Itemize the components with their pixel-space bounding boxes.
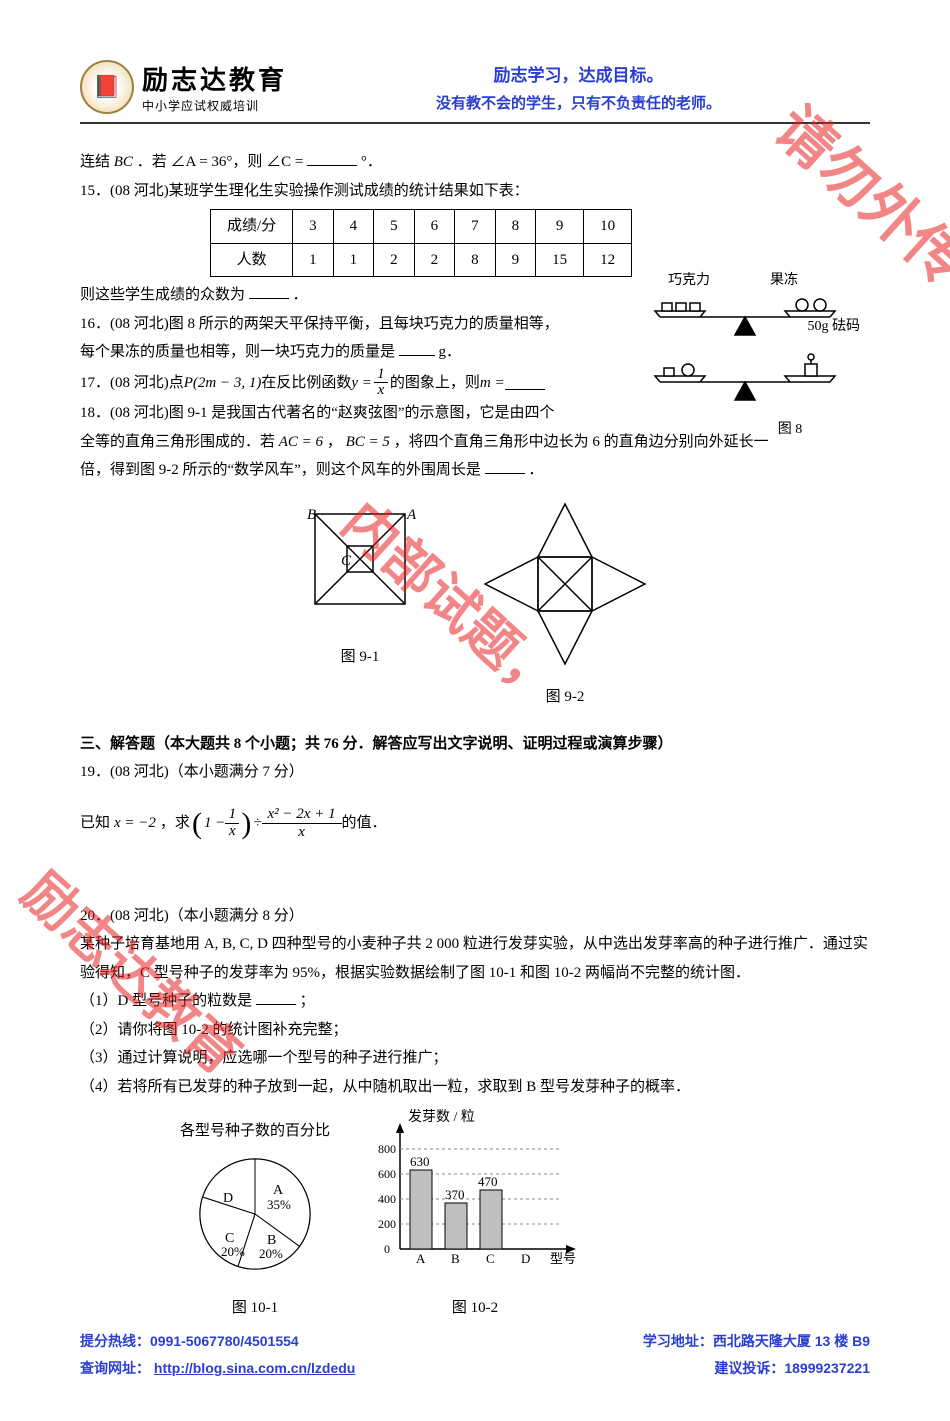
svg-text:800: 800 bbox=[378, 1142, 396, 1156]
pie-chart: A 35% B 20% C 20% D bbox=[180, 1149, 330, 1279]
svg-text:B: B bbox=[307, 507, 316, 523]
q17-blank bbox=[505, 376, 545, 390]
row2-head: 人数 bbox=[211, 243, 293, 277]
q15-label: 15．(08 河北)某班学生理化生实验操作测试成绩的统计结果如下表： bbox=[80, 177, 870, 206]
svg-text:D: D bbox=[521, 1251, 530, 1266]
q14-bc: BC bbox=[114, 154, 133, 170]
slogan-bottom: 没有教不会的学生，只有不负责任的老师。 bbox=[287, 92, 870, 113]
q20-i3: （3）通过计算说明，应选哪一个型号的种子进行推广； bbox=[80, 1044, 870, 1073]
logo-title: 励志达教育 bbox=[142, 60, 287, 97]
footer-address: 学习地址：西北路天隆大厦 13 楼 B9 bbox=[643, 1328, 870, 1355]
slogan-block: 励志学习，达成目标。 没有教不会的学生，只有不负责任的老师。 bbox=[287, 61, 870, 113]
fig9-row: B A C 图 9-1 bbox=[80, 499, 870, 712]
q19-label: 19．(08 河北)（本小题满分 7 分） bbox=[80, 758, 870, 787]
q16-blank bbox=[399, 342, 435, 356]
logo-block: 📕 励志达教育 中小学应试权威培训 bbox=[80, 60, 287, 114]
svg-text:470: 470 bbox=[478, 1174, 498, 1189]
svg-text:20%: 20% bbox=[259, 1246, 283, 1261]
charts-row: 各型号种子数的百分比 A 35% B bbox=[180, 1109, 870, 1322]
pie-title: 各型号种子数的百分比 bbox=[180, 1117, 330, 1146]
fig9-2-caption: 图 9-2 bbox=[475, 683, 655, 712]
pie-caption: 图 10-1 bbox=[180, 1294, 330, 1323]
balance-caption: 图 8 bbox=[720, 417, 860, 444]
svg-text:B: B bbox=[451, 1251, 460, 1266]
svg-text:A: A bbox=[406, 507, 417, 523]
q20-p1: 某种子培育基地用 A, B, C, D 四种型号的小麦种子共 2 000 粒进行… bbox=[80, 930, 870, 987]
bar-caption: 图 10-2 bbox=[360, 1294, 590, 1323]
q19-expr: 已知 x = −2 ，求 ( (1 − 1 − 1 x ) ÷ x² − 2x … bbox=[80, 795, 870, 852]
q14-blank bbox=[307, 152, 357, 166]
slogan-top: 励志学习，达成目标。 bbox=[287, 61, 870, 86]
bar-chart-block: 发芽数 / 粒 0 bbox=[360, 1109, 590, 1322]
fig9-1-caption: 图 9-1 bbox=[295, 643, 425, 672]
q20-label: 20．(08 河北)（本小题满分 8 分） bbox=[80, 902, 870, 931]
footer-complaint: 建议投诉：18999237221 bbox=[643, 1355, 870, 1382]
balance-left-label: 巧克力 bbox=[668, 268, 710, 295]
svg-text:A: A bbox=[416, 1251, 426, 1266]
q20-i2: （2）请你将图 10-2 的统计图补充完整； bbox=[80, 1016, 870, 1045]
q20-i1-blank bbox=[256, 991, 296, 1005]
balance-figure: 巧克力 果冻 bbox=[650, 268, 860, 444]
table-row: 成绩/分 3 4 5 6 7 8 9 10 bbox=[211, 210, 632, 244]
q14-prefix: 连结 bbox=[80, 154, 114, 170]
fig-9-1: B A C bbox=[295, 499, 425, 629]
svg-text:型号: 型号 bbox=[550, 1251, 576, 1266]
footer-url-link[interactable]: http://blog.sina.com.cn/lzdedu bbox=[154, 1360, 355, 1376]
q14-line: 连结 BC ．若 ∠A = 36°，则 ∠C = °． bbox=[80, 148, 870, 177]
q14-suffix: °． bbox=[361, 154, 382, 170]
svg-text:400: 400 bbox=[378, 1192, 396, 1206]
svg-text:C: C bbox=[486, 1251, 495, 1266]
svg-text:0: 0 bbox=[384, 1242, 390, 1256]
footer-url-label: 查询网址： bbox=[80, 1360, 150, 1376]
logo-icon: 📕 bbox=[80, 60, 134, 114]
svg-text:35%: 35% bbox=[267, 1197, 291, 1212]
svg-text:A: A bbox=[273, 1183, 284, 1198]
footer-phone: 提分热线：0991-5067780/4501554 bbox=[80, 1328, 355, 1355]
page-header: 📕 励志达教育 中小学应试权威培训 励志学习，达成目标。 没有教不会的学生，只有… bbox=[80, 60, 870, 124]
row1-head: 成绩/分 bbox=[211, 210, 293, 244]
balance-right-label: 果冻 bbox=[770, 268, 798, 295]
balance-weight: 50g 砝码 bbox=[808, 314, 861, 341]
q14-mid: ．若 ∠A = 36°，则 ∠C = bbox=[137, 154, 307, 170]
svg-text:200: 200 bbox=[378, 1217, 396, 1231]
q20-i1: （1）D 型号种子的粒数是 ； bbox=[80, 987, 870, 1016]
section-3-title: 三、解答题（本大题共 8 个小题；共 76 分．解答应写出文字说明、证明过程或演… bbox=[80, 730, 870, 759]
pie-chart-block: 各型号种子数的百分比 A 35% B bbox=[180, 1117, 330, 1323]
q15-blank bbox=[249, 285, 289, 299]
svg-text:C: C bbox=[341, 553, 352, 569]
table-row: 人数 1 1 2 2 8 9 15 12 bbox=[211, 243, 632, 277]
svg-text:600: 600 bbox=[378, 1167, 396, 1181]
page-footer: 提分热线：0991-5067780/4501554 查询网址： http://b… bbox=[80, 1328, 870, 1381]
fig-9-2 bbox=[475, 499, 655, 669]
bar-chart: 发芽数 / 粒 0 bbox=[360, 1109, 590, 1279]
logo-subtitle: 中小学应试权威培训 bbox=[142, 97, 287, 114]
svg-text:20%: 20% bbox=[221, 1244, 245, 1259]
svg-text:370: 370 bbox=[445, 1187, 465, 1202]
svg-text:630: 630 bbox=[410, 1154, 430, 1169]
q18-blank bbox=[485, 460, 525, 474]
svg-text:D: D bbox=[223, 1191, 233, 1206]
score-table: 成绩/分 3 4 5 6 7 8 9 10 人数 1 1 2 2 8 9 15 … bbox=[210, 209, 632, 277]
q20-i4: （4）若将所有已发芽的种子放到一起，从中随机取出一粒，求取到 B 型号发芽种子的… bbox=[80, 1073, 870, 1102]
svg-text:发芽数 / 粒: 发芽数 / 粒 bbox=[408, 1109, 475, 1125]
